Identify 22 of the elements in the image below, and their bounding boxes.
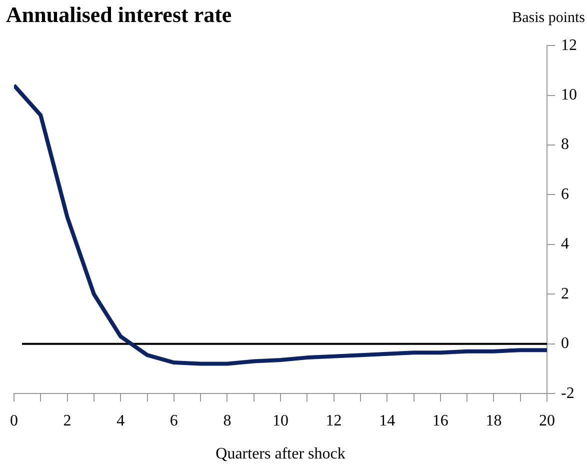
y-tick-label: 0 [561,335,569,352]
y-tick-label: 12 [561,36,577,54]
y-axis-title: Basis points [512,10,585,27]
y-tick-label: 4 [561,236,569,253]
y-tick-label: 2 [561,285,569,302]
y-tick-label: -2 [561,384,574,402]
y-tick-label: 10 [561,86,577,104]
x-tick-label: 8 [223,412,232,430]
x-tick-label: 20 [539,412,555,430]
x-tick-label: 14 [379,412,396,430]
x-tick-label: 6 [170,412,178,430]
x-axis-title: Quarters after shock [216,446,346,463]
chart-title: Annualised interest rate [6,2,232,28]
x-tick-label: 0 [10,412,18,430]
x-tick-label: 4 [116,412,125,430]
x-tick-label: 18 [486,412,502,430]
x-tick-label: 12 [326,412,342,430]
y-tick-label: 6 [561,186,569,203]
x-tick-label: 16 [432,412,448,430]
x-tick-label: 10 [272,412,288,430]
x-tick-label: 2 [63,412,72,430]
y-tick-label: 8 [561,136,569,154]
